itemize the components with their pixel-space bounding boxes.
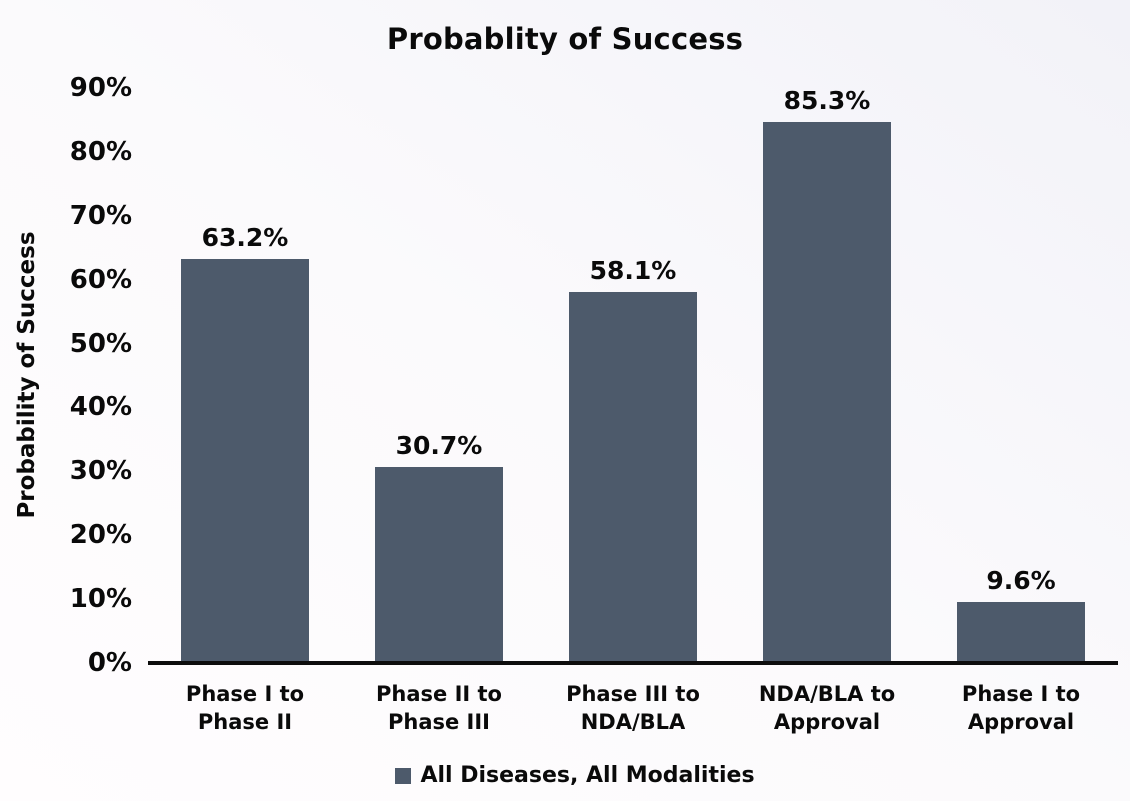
y-axis-ticks: 0% 10% 20% 30% 40% 50% 60% 70% 80% 90% <box>0 75 132 676</box>
x-category-label: Phase I to Approval <box>961 682 1081 734</box>
y-tick-label: 10% <box>69 584 132 615</box>
x-category-label: Phase III to NDA/BLA <box>566 682 700 734</box>
x-axis-line <box>148 661 1118 665</box>
x-category-label: Phase II to Phase III <box>376 682 502 734</box>
bar <box>763 122 891 663</box>
y-tick-label: 60% <box>69 264 132 295</box>
y-tick-label: 80% <box>69 136 132 167</box>
chart-title: Probablity of Success <box>386 22 744 56</box>
x-axis-labels: Phase I to Phase II Phase II to Phase III… <box>148 681 1118 737</box>
bar <box>569 291 697 663</box>
x-category-label: NDA/BLA to Approval <box>758 682 896 734</box>
bar <box>181 259 309 663</box>
x-category-label: Phase I to Phase II <box>185 682 305 734</box>
y-tick-label: 30% <box>69 456 132 487</box>
y-tick-label: 40% <box>69 392 132 423</box>
y-tick-label: 90% <box>69 73 132 103</box>
bar <box>375 466 503 663</box>
bar-slot: 58.1% <box>536 88 730 663</box>
bar-slot: 63.2% <box>148 88 342 663</box>
legend: All Diseases, All Modalities <box>0 761 1130 791</box>
bar-slot: 9.6% <box>924 88 1118 663</box>
bar-slot: 85.3% <box>730 88 924 663</box>
legend-label: All Diseases, All Modalities <box>420 763 755 788</box>
bar-slot: 30.7% <box>342 88 536 663</box>
bar-value-label: 30.7% <box>395 430 483 460</box>
y-tick-label: 70% <box>69 200 132 231</box>
bar-value-label: 85.3% <box>783 86 871 115</box>
bar-value-label: 9.6% <box>986 565 1056 595</box>
y-tick-label: 0% <box>87 648 132 678</box>
bar-value-label: 63.2% <box>201 223 289 253</box>
plot-area: 63.2% 30.7% 58.1% 85.3% 9.6% <box>148 88 1118 663</box>
y-tick-label: 20% <box>69 520 132 551</box>
bar-value-label: 58.1% <box>589 255 677 285</box>
legend-marker-icon <box>395 768 412 784</box>
bar <box>957 601 1085 663</box>
y-tick-label: 50% <box>69 328 132 359</box>
